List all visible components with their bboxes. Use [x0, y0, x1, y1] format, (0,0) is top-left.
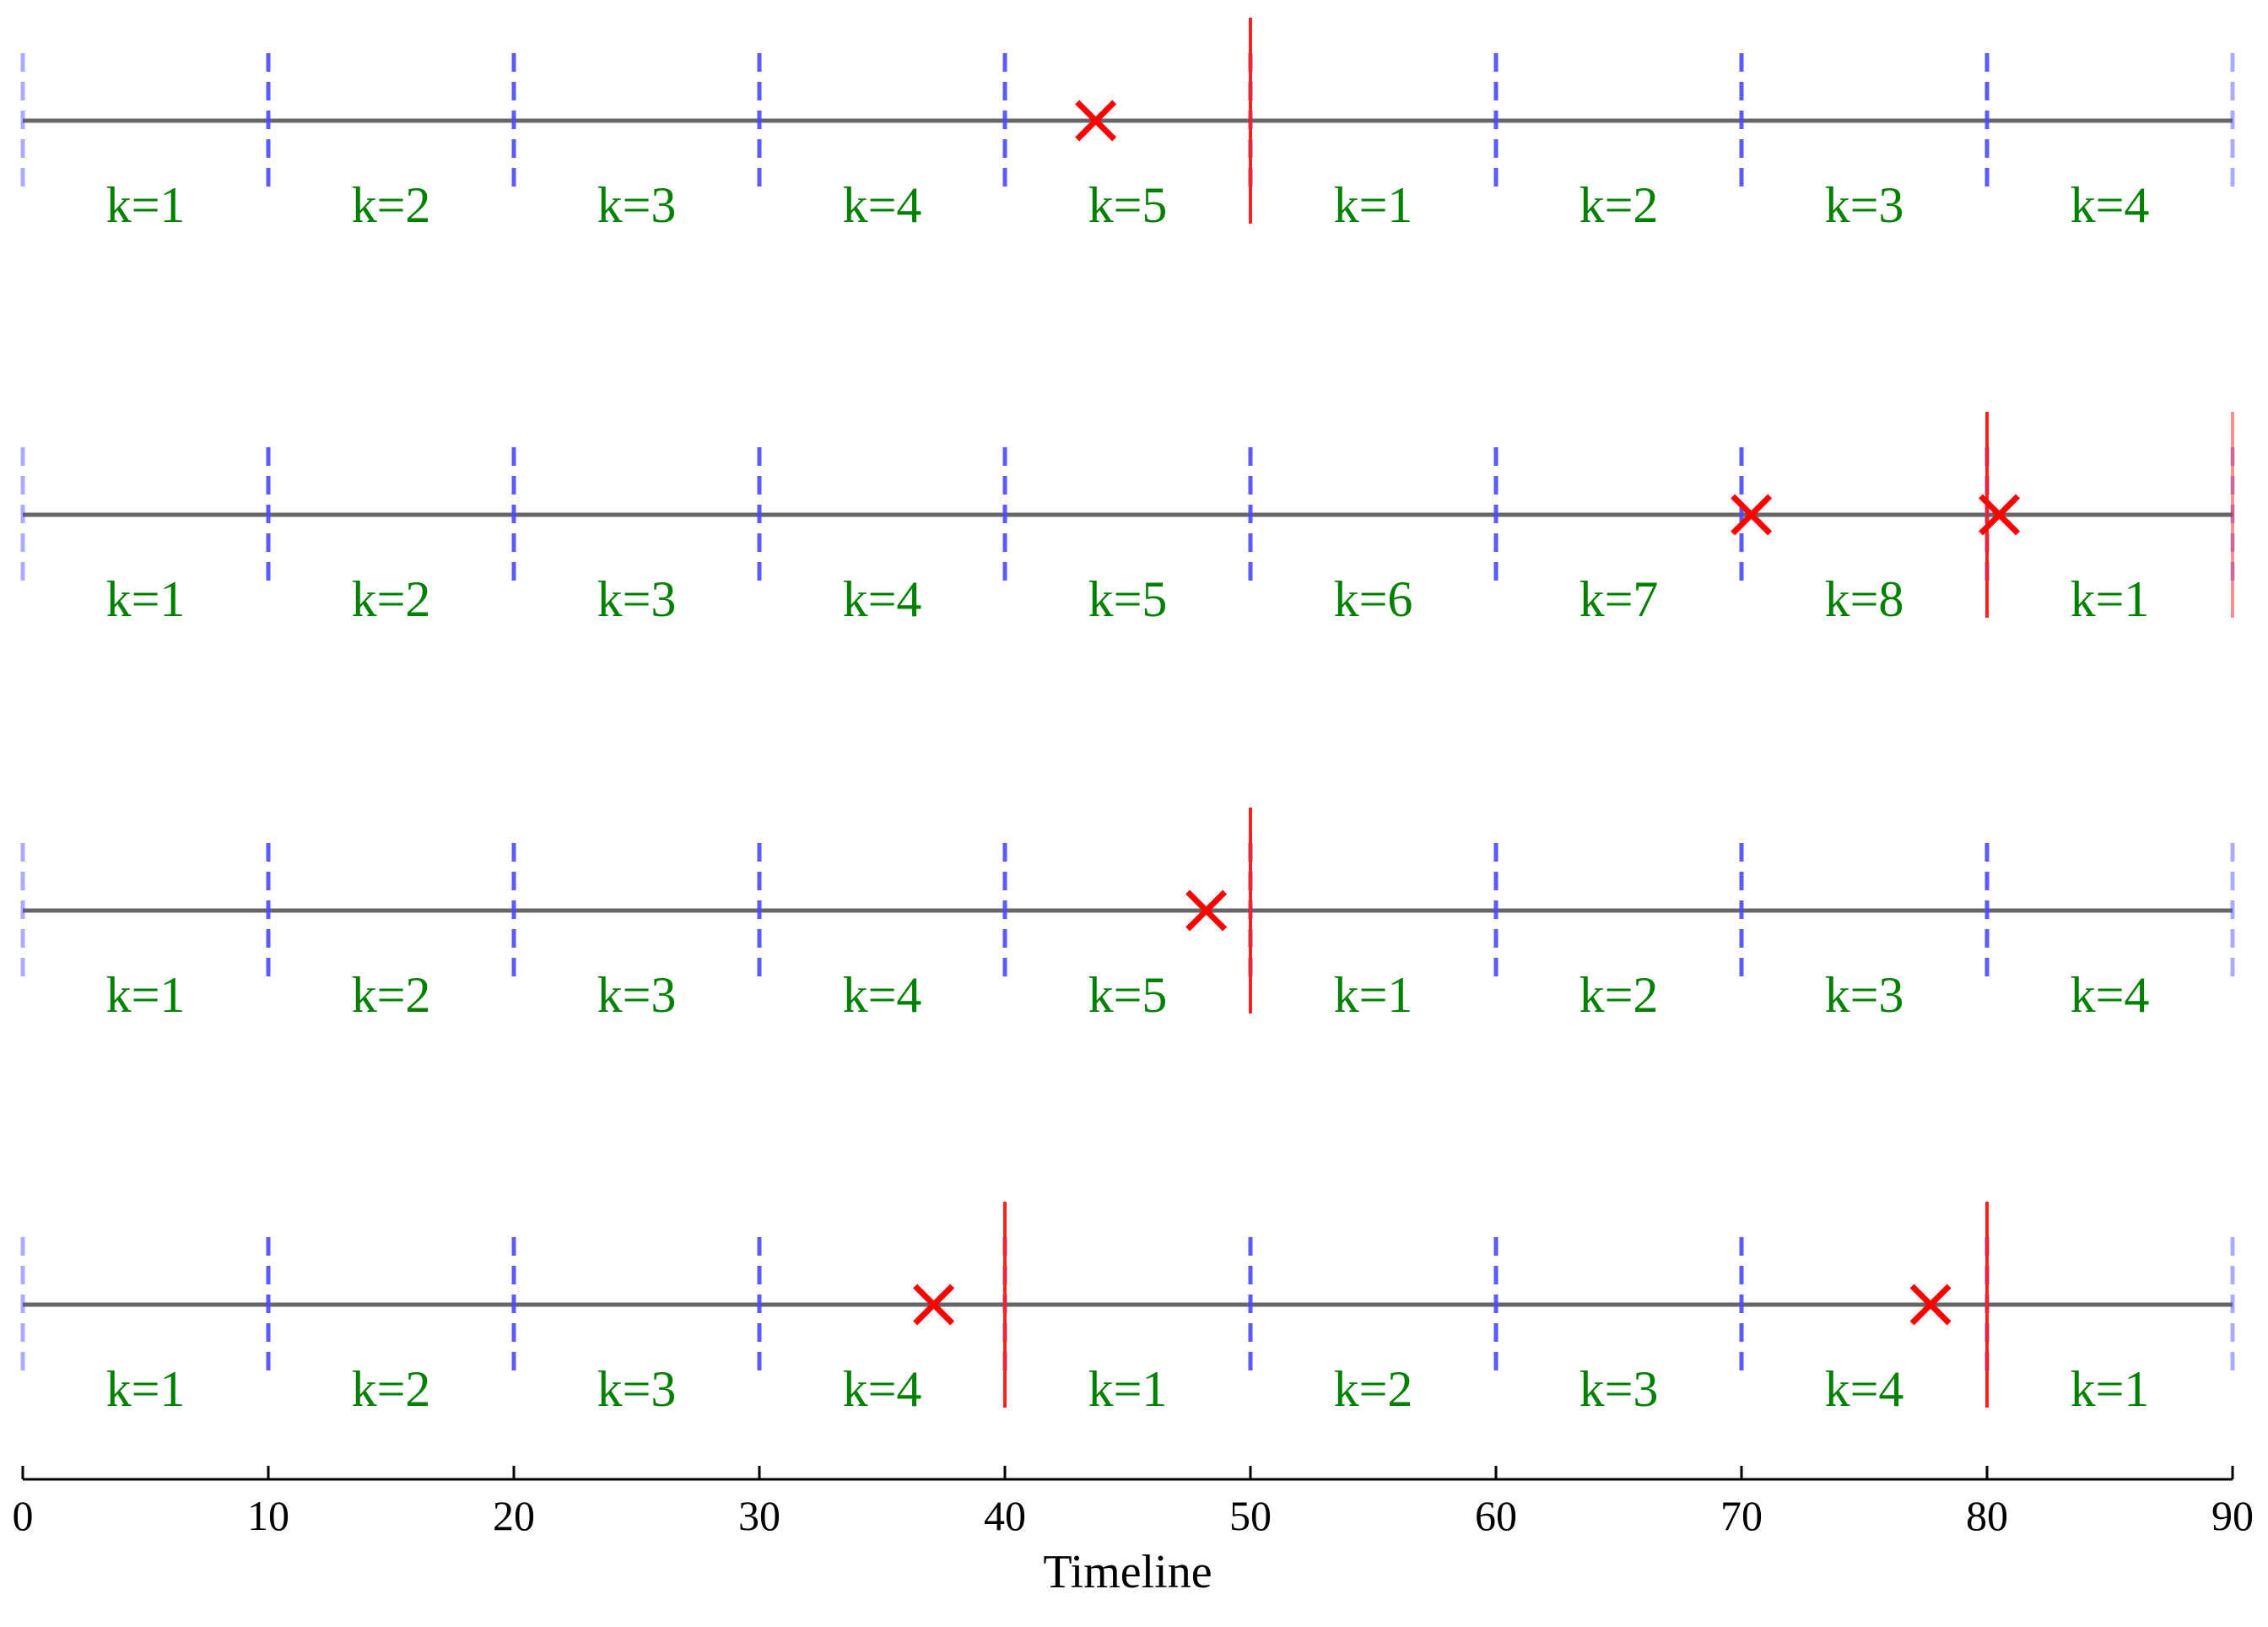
segment-label: k=4: [843, 967, 922, 1023]
x-axis-ticks: 0 10 20 30 40 50 60 70 80 90: [13, 1466, 2254, 1539]
segment-label: k=4: [843, 1361, 922, 1417]
segment-label: k=5: [1088, 571, 1168, 627]
segment-label: k=1: [1334, 177, 1413, 233]
x-tick-label: 70: [1720, 1492, 1763, 1539]
segment-label: k=2: [352, 571, 431, 627]
segment-label: k=1: [2071, 1361, 2150, 1417]
timeline-row: k=1 k=2 k=3 k=4 k=5 k=6 k=7 k=8 k=1: [20, 412, 2235, 627]
segment-label: k=2: [1580, 177, 1659, 233]
segment-label: k=1: [106, 177, 186, 233]
segment-label: k=5: [1088, 177, 1168, 233]
event-marker-stroke: [1731, 494, 1773, 536]
x-tick-label: 60: [1475, 1492, 1517, 1539]
segment-label: k=8: [1825, 571, 1904, 627]
x-tick-label: 0: [13, 1492, 34, 1539]
segment-label: k=2: [352, 1361, 431, 1417]
event-marker-stroke: [1185, 889, 1228, 932]
segment-label: k=6: [1334, 571, 1413, 627]
timeline-row: k=1 k=2 k=3 k=4 k=5 k=1 k=2 k=3 k=4: [20, 808, 2235, 1023]
segment-label: k=5: [1088, 967, 1168, 1023]
event-marker: [1075, 100, 1117, 142]
x-axis: 0 10 20 30 40 50 60 70 80 90: [13, 1466, 2254, 1539]
segment-label: k=1: [1334, 967, 1413, 1023]
segment-label: k=1: [106, 571, 186, 627]
segment-label: k=4: [2071, 967, 2150, 1023]
x-tick-label: 20: [493, 1492, 535, 1539]
segment-label: k=3: [1580, 1361, 1659, 1417]
x-tick-label: 40: [984, 1492, 1026, 1539]
segment-label: k=3: [597, 967, 677, 1023]
segment-label: k=7: [1580, 571, 1659, 627]
segment-label: k=3: [597, 1361, 677, 1417]
timeline-rows: k=1 k=2 k=3 k=4 k=5 k=1 k=2 k=3 k=4k=1 k=2 k=3 k=4 k…: [20, 18, 2235, 1417]
timeline-row: k=1 k=2 k=3 k=4 k=5 k=1 k=2 k=3 k=4: [20, 18, 2235, 233]
segment-label: k=3: [597, 571, 677, 627]
event-marker-stroke: [1075, 100, 1117, 142]
segment-label: k=2: [352, 967, 431, 1023]
event-marker: [1731, 494, 1773, 536]
x-tick-label: 30: [738, 1492, 780, 1539]
segment-label: k=4: [2071, 177, 2150, 233]
segment-label: k=2: [1334, 1361, 1413, 1417]
segment-label: k=4: [843, 571, 922, 627]
segment-label: k=1: [2071, 571, 2150, 627]
segment-label: k=2: [352, 177, 431, 233]
segment-label: k=4: [1825, 1361, 1904, 1417]
event-marker: [1185, 889, 1228, 932]
segment-label: k=3: [597, 177, 677, 233]
segment-label: k=4: [843, 177, 922, 233]
x-tick-label: 10: [247, 1492, 289, 1539]
event-marker-stroke: [1979, 494, 2021, 536]
timeline-row: k=1 k=2 k=3 k=4 k=1 k=2 k=3 k=4 k=1: [20, 1202, 2235, 1417]
event-marker-stroke: [1909, 1284, 1952, 1326]
segment-label: k=2: [1580, 967, 1659, 1023]
event-marker: [913, 1284, 955, 1326]
event-marker-stroke: [913, 1284, 955, 1326]
x-tick-label: 80: [1966, 1492, 2008, 1539]
event-marker: [1909, 1284, 1952, 1326]
event-marker: [1979, 494, 2021, 536]
x-tick-label: 50: [1229, 1492, 1272, 1539]
x-axis-title: Timeline: [1043, 1546, 1212, 1598]
segment-label: k=3: [1825, 967, 1904, 1023]
segment-label: k=1: [106, 1361, 186, 1417]
segment-label: k=1: [1088, 1361, 1168, 1417]
x-tick-label: 90: [2211, 1492, 2254, 1539]
segment-label: k=1: [106, 967, 186, 1023]
segment-label: k=3: [1825, 177, 1904, 233]
